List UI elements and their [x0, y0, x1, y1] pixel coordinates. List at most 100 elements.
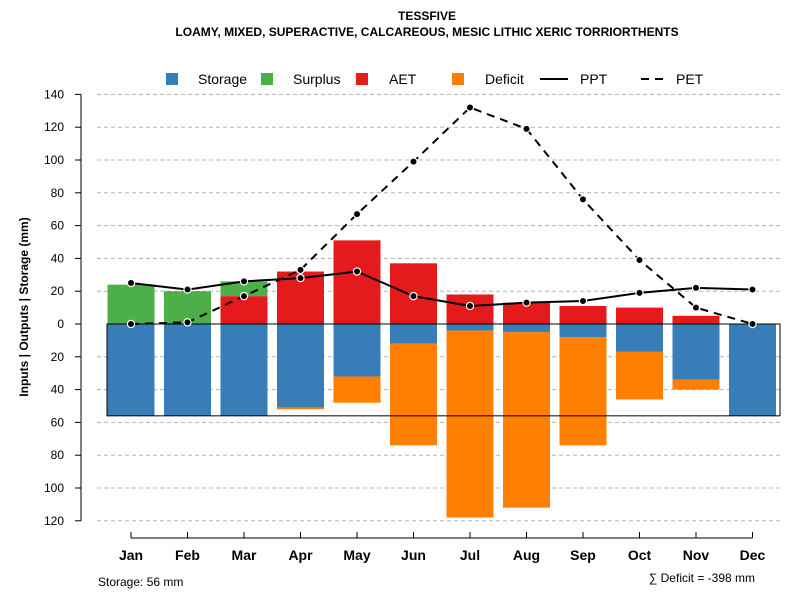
- pet-line: [130, 106, 753, 325]
- axes: 0 20 40 60 80 100 120 140 20 40 60 80 100 120 Jan Feb Ma…: [44, 87, 766, 563]
- ppt-point: [126, 278, 136, 288]
- y-tick-label: 60: [51, 415, 65, 429]
- storage-bar: [672, 324, 720, 380]
- x-tick-label: Nov: [683, 547, 710, 563]
- deficit-footer: ∑ Deficit = -398 mm: [649, 571, 755, 585]
- y-tick-label: 20: [51, 350, 65, 364]
- y-tick-label: 120: [44, 120, 64, 134]
- pet-point: [465, 103, 475, 112]
- deficit-bar: [672, 379, 720, 390]
- legend-label-aet: AET: [389, 71, 417, 87]
- pet-point: [239, 291, 249, 301]
- deficit-bar: [616, 351, 663, 400]
- ppt-point: [522, 298, 531, 307]
- storage-bar: [616, 324, 663, 352]
- legend-label-deficit: Deficit: [485, 71, 524, 87]
- storage-bar: [729, 324, 776, 416]
- storage-bar: [333, 324, 381, 377]
- y-tick-label: 100: [44, 481, 64, 495]
- legend-label-ppt: PPT: [580, 71, 608, 87]
- x-tick-label: Mar: [232, 547, 257, 563]
- legend-label-pet: PET: [676, 71, 704, 87]
- pet-point: [578, 195, 588, 204]
- legend-swatch-storage: [166, 73, 178, 85]
- ppt-point: [183, 285, 192, 294]
- x-tick-label: Apr: [288, 547, 313, 563]
- pet-point: [522, 124, 531, 134]
- surplus-bar: [107, 284, 155, 324]
- storage-bar: [164, 324, 211, 416]
- x-tick-label: Dec: [740, 547, 766, 563]
- pet-point: [352, 209, 362, 219]
- y-tick-label: 40: [51, 383, 65, 397]
- y-tick-label: 100: [44, 153, 64, 167]
- pet-point: [296, 265, 305, 275]
- ppt-point: [748, 285, 757, 294]
- storage-footer: Storage: 56 mm: [98, 575, 183, 589]
- ppt-point: [409, 291, 418, 301]
- storage-bar: [277, 324, 324, 408]
- pet-point: [635, 255, 644, 265]
- aet-bar: [503, 302, 550, 324]
- chart-title: TESSFIVE: [398, 9, 456, 23]
- ppt-line: [130, 270, 753, 307]
- legend-swatch-aet: [356, 73, 368, 85]
- storage-bar: [503, 324, 550, 333]
- legend-swatch-deficit: [452, 73, 464, 85]
- legend-swatch-surplus: [261, 73, 273, 85]
- aet-bar: [559, 305, 607, 324]
- storage-bar: [390, 324, 437, 344]
- pet-point: [691, 303, 701, 312]
- deficit-bar: [503, 332, 550, 508]
- storage-bar: [559, 324, 607, 338]
- y-tick-label: 80: [51, 186, 65, 200]
- deficit-bar: [559, 337, 607, 446]
- x-tick-label: Aug: [513, 547, 540, 563]
- deficit-bar: [446, 330, 494, 518]
- y-axis-label: Inputs | Outputs | Storage (mm): [17, 217, 31, 396]
- y-tick-label: 60: [51, 219, 65, 233]
- x-tick-label: Jan: [119, 547, 143, 563]
- y-tick-label: 140: [44, 87, 64, 101]
- x-tick-label: Sep: [570, 547, 596, 563]
- pet-point: [183, 318, 192, 327]
- chart-subtitle: LOAMY, MIXED, SUPERACTIVE, CALCAREOUS, M…: [175, 25, 678, 39]
- bars: [106, 240, 781, 518]
- y-tick-label: 20: [51, 284, 65, 298]
- y-tick-label: 120: [44, 514, 64, 528]
- aet-bar: [616, 307, 663, 324]
- aet-bar: [672, 315, 720, 324]
- pet-point: [409, 157, 418, 166]
- surplus-bar: [220, 281, 268, 297]
- x-tick-label: Oct: [628, 547, 652, 563]
- x-tick-label: Feb: [175, 547, 200, 563]
- storage-bar: [220, 324, 268, 416]
- x-tick-label: May: [343, 547, 370, 563]
- ppt-point: [352, 267, 362, 276]
- ppt-point: [635, 288, 644, 298]
- legend-label-storage: Storage: [198, 71, 247, 87]
- pet-point: [126, 319, 136, 329]
- pet-point: [748, 319, 757, 329]
- ppt-point: [296, 273, 305, 283]
- y-tick-label: 80: [51, 448, 65, 462]
- aet-bar: [220, 296, 268, 324]
- lines: [126, 103, 757, 329]
- deficit-bar: [333, 376, 381, 403]
- y-tick-label: 0: [57, 317, 64, 331]
- ppt-point: [578, 296, 588, 306]
- legend: Storage Surplus AET Deficit PPT PET: [166, 71, 704, 87]
- deficit-bar: [390, 343, 437, 446]
- storage-bar: [107, 324, 155, 416]
- aet-bar: [333, 240, 381, 324]
- x-tick-label: Jul: [460, 547, 480, 563]
- x-tick-label: Jun: [401, 547, 426, 563]
- y-tick-label: 40: [51, 251, 65, 265]
- ppt-point: [239, 277, 249, 286]
- ppt-point: [691, 283, 701, 293]
- deficit-bar: [277, 407, 324, 410]
- legend-label-surplus: Surplus: [293, 71, 340, 87]
- ppt-point: [465, 301, 475, 311]
- storage-bar: [446, 324, 494, 331]
